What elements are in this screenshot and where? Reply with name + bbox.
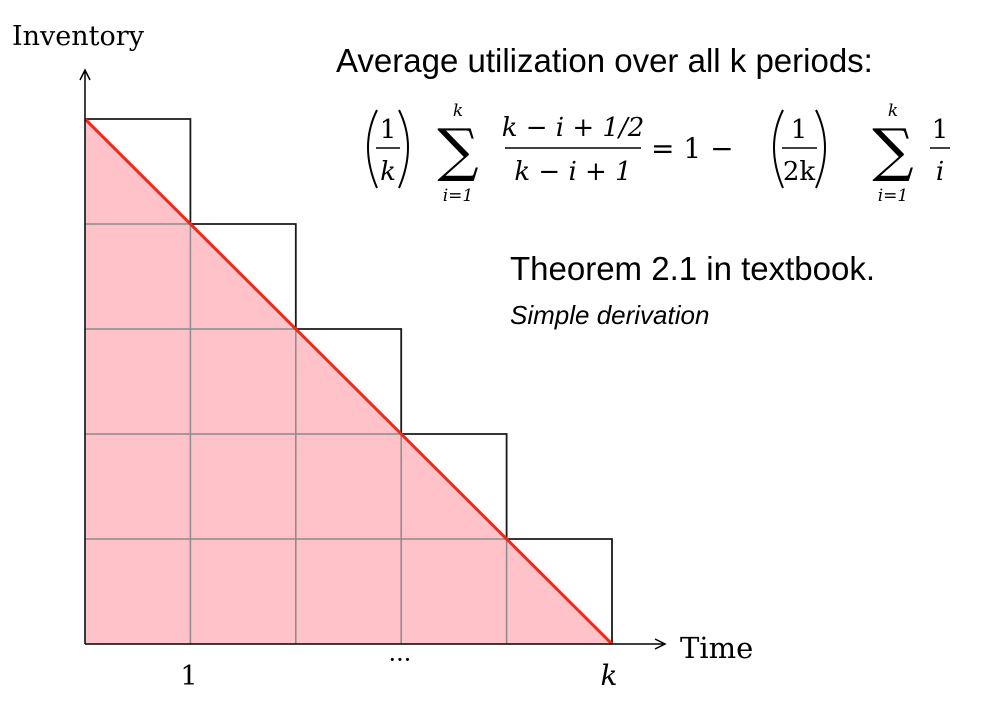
x-axis-arrow-icon [654, 638, 667, 650]
lhs-term-den: k − i + 1 [514, 157, 631, 187]
rhs-sum-lower: i=1 [878, 186, 909, 206]
grid-lines [85, 223, 508, 644]
x-tick-k: k [601, 659, 618, 692]
inventory-staircase [85, 118, 613, 644]
rhs-sum-upper: k [888, 101, 898, 121]
utilization-formula: 1 k k ∑ i=1 k − i + 1/2 k − i + 1 = 1 − … [367, 101, 950, 206]
lhs-sum-upper: k [453, 101, 463, 121]
y-axis-label: Inventory [12, 21, 145, 52]
lhs-sum-icon: ∑ [437, 116, 478, 184]
x-tick-ellipsis: ··· [389, 646, 412, 674]
rhs-coeff-den: 2k [783, 157, 816, 187]
rhs-term-num: 1 [932, 115, 949, 145]
left-paren-icon [367, 109, 378, 189]
x-axis-label: Time [680, 631, 753, 665]
x-tick-1: 1 [180, 661, 197, 692]
y-axis-arrow-icon [79, 68, 91, 81]
lhs-coeff-num: 1 [380, 115, 397, 145]
rhs-term-den: i [936, 157, 944, 187]
equals-sign: = 1 − [651, 132, 734, 165]
derivation-note: Simple derivation [510, 300, 710, 330]
heading-average-utilization: Average utilization over all k periods: [336, 42, 873, 79]
lhs-term-num: k − i + 1/2 [502, 113, 645, 143]
rhs-sum-icon: ∑ [872, 116, 913, 184]
lhs-coeff-den: k [380, 157, 396, 187]
lhs-sum-lower: i=1 [443, 186, 474, 206]
depletion-line [83, 117, 614, 646]
right-paren-2-icon [815, 109, 826, 189]
right-paren-icon [398, 109, 409, 189]
theorem-reference: Theorem 2.1 in textbook. [510, 250, 876, 287]
left-paren-2-icon [773, 109, 784, 189]
rhs-coeff-num: 1 [791, 115, 808, 145]
